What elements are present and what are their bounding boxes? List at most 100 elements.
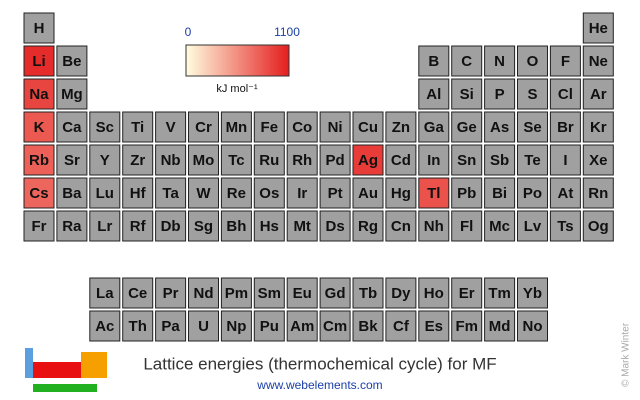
- element-symbol: Er: [459, 285, 475, 302]
- element-symbol: Mc: [489, 218, 510, 235]
- element-symbol: Po: [523, 185, 542, 202]
- element-symbol: I: [563, 152, 567, 169]
- element-cell: [286, 111, 318, 143]
- element-cell: [484, 144, 516, 176]
- element-symbol: Bh: [226, 218, 246, 235]
- element-symbol: Re: [227, 185, 246, 202]
- element-symbol: Co: [292, 119, 312, 136]
- element-symbol: Fr: [32, 218, 47, 235]
- element-cell: [484, 177, 516, 209]
- element-symbol: Am: [290, 318, 314, 335]
- element-symbol: Ne: [589, 53, 608, 70]
- element-cell: [451, 45, 483, 77]
- element-symbol: Mg: [61, 86, 83, 103]
- element-cell: [451, 277, 483, 309]
- element-symbol: Hs: [260, 218, 279, 235]
- element-cell: [484, 277, 516, 309]
- element-cell: [517, 111, 548, 143]
- element-symbol: Tl: [427, 185, 440, 202]
- element-symbol: Cd: [391, 152, 411, 169]
- element-cell: [319, 310, 351, 342]
- element-cell: [253, 144, 285, 176]
- element-symbol: Xe: [589, 152, 607, 169]
- element-cell: [549, 210, 581, 242]
- element-symbol: W: [196, 185, 211, 202]
- scale-min: 0: [185, 25, 192, 39]
- element-symbol: Pd: [326, 152, 345, 169]
- element-cell: [23, 177, 55, 209]
- element-cell: [451, 78, 483, 110]
- element-symbol: Gd: [325, 285, 346, 302]
- element-symbol: Cu: [358, 119, 378, 136]
- element-cell: [517, 277, 548, 309]
- element-cell: [220, 177, 252, 209]
- element-cell: [418, 277, 450, 309]
- element-symbol: Cl: [558, 86, 573, 103]
- element-cell: [188, 277, 219, 309]
- element-cell: [549, 177, 581, 209]
- element-symbol: Cs: [29, 185, 48, 202]
- element-symbol: F: [561, 53, 570, 70]
- element-symbol: Og: [588, 218, 609, 235]
- element-symbol: Ir: [297, 185, 307, 202]
- element-cell: [188, 177, 219, 209]
- element-cell: [56, 111, 88, 143]
- element-cell: [484, 78, 516, 110]
- element-symbol: Li: [32, 53, 45, 70]
- element-symbol: H: [34, 20, 45, 37]
- element-symbol: Hg: [391, 185, 411, 202]
- element-cell: [253, 177, 285, 209]
- element-symbol: Th: [129, 318, 147, 335]
- element-cell: [89, 277, 121, 309]
- element-cell: [188, 210, 219, 242]
- element-cell: [89, 144, 121, 176]
- element-cell: [352, 310, 384, 342]
- element-symbol: Es: [425, 318, 443, 335]
- element-cell: [122, 310, 154, 342]
- element-symbol: Cf: [393, 318, 410, 335]
- element-symbol: Md: [489, 318, 511, 335]
- element-symbol: Mt: [293, 218, 311, 235]
- element-cell: [220, 144, 252, 176]
- element-symbol: Bi: [492, 185, 507, 202]
- element-cell: [484, 45, 516, 77]
- element-cell: [582, 177, 614, 209]
- scale-unit: kJ mol⁻¹: [216, 83, 258, 95]
- element-cell: [319, 144, 351, 176]
- element-cell: [484, 111, 516, 143]
- element-cell: [89, 177, 121, 209]
- element-cell: [517, 45, 548, 77]
- element-symbol: Lr: [97, 218, 112, 235]
- element-symbol: U: [198, 318, 209, 335]
- element-cell: [517, 78, 548, 110]
- element-symbol: Dy: [391, 285, 411, 302]
- element-cell: [122, 144, 154, 176]
- element-cell: [23, 111, 55, 143]
- url[interactable]: www.webelements.com: [256, 378, 382, 392]
- element-cell: [319, 177, 351, 209]
- element-symbol: Pt: [328, 185, 343, 202]
- element-symbol: Pb: [457, 185, 476, 202]
- element-symbol: Fl: [460, 218, 473, 235]
- element-cell: [418, 310, 450, 342]
- element-cell: [220, 111, 252, 143]
- credit: © Mark Winter: [621, 322, 632, 387]
- element-cell: [122, 277, 154, 309]
- element-symbol: Bk: [358, 318, 378, 335]
- element-symbol: La: [96, 285, 114, 302]
- element-symbol: Db: [161, 218, 181, 235]
- color-scale-bar: [185, 44, 290, 77]
- element-symbol: Rh: [292, 152, 312, 169]
- element-cell: [155, 177, 187, 209]
- element-cell: [451, 310, 483, 342]
- element-cell: [418, 78, 450, 110]
- element-cell: [418, 177, 450, 209]
- element-cell: [418, 45, 450, 77]
- element-cell: [23, 210, 55, 242]
- element-symbol: Nd: [194, 285, 214, 302]
- element-cell: [56, 144, 88, 176]
- element-cell: [484, 310, 516, 342]
- element-symbol: Tc: [228, 152, 244, 169]
- element-symbol: Rg: [358, 218, 378, 235]
- element-cell: [549, 45, 581, 77]
